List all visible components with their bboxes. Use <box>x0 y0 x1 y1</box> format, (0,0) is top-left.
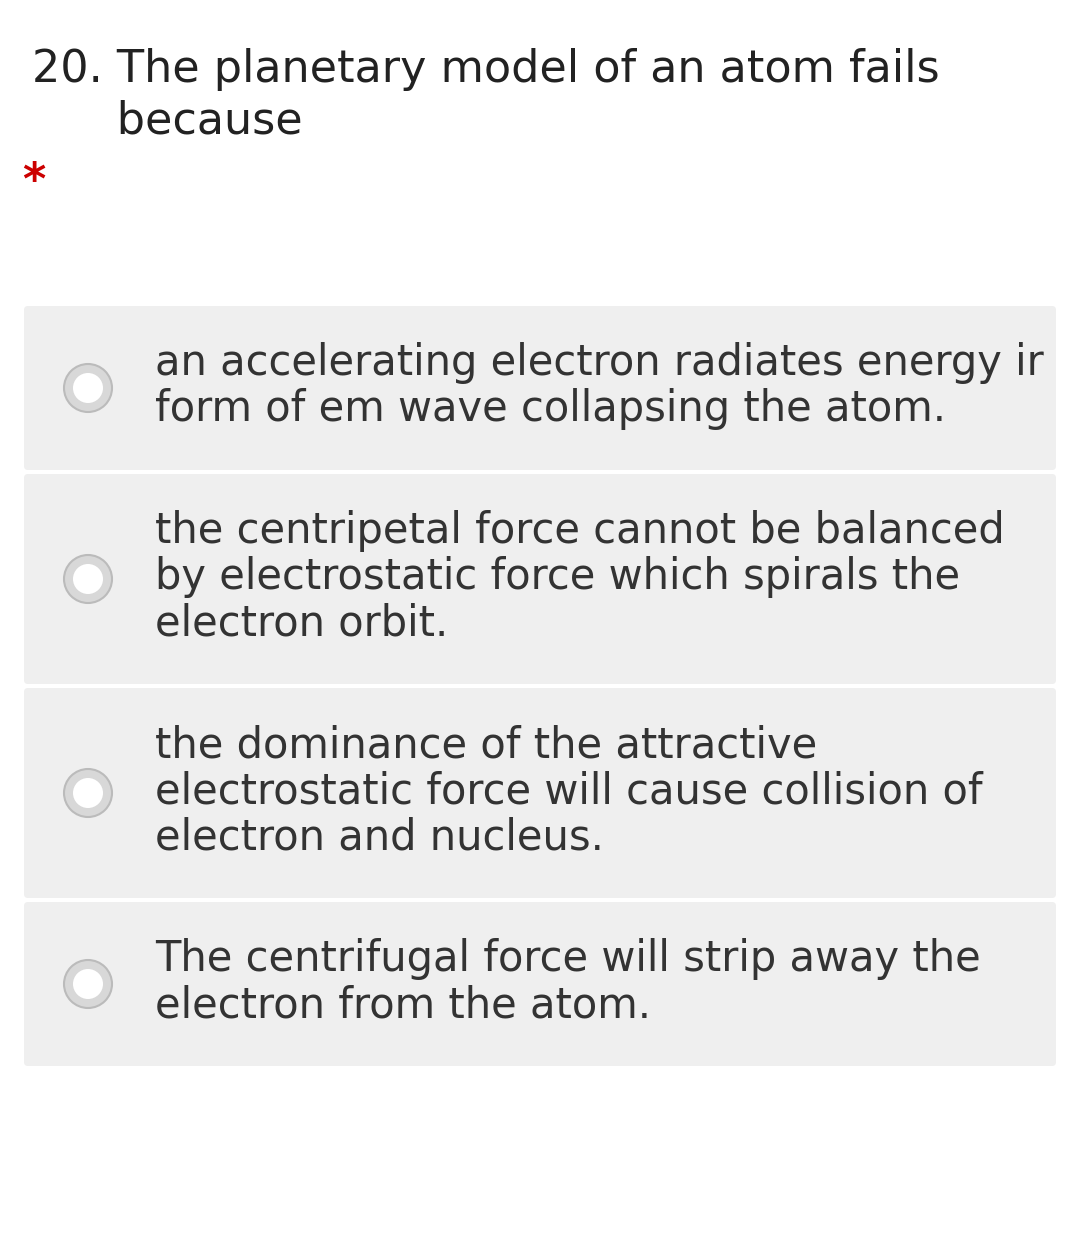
FancyBboxPatch shape <box>24 474 1056 684</box>
Circle shape <box>64 555 112 604</box>
Circle shape <box>64 364 112 412</box>
Circle shape <box>73 777 103 809</box>
FancyBboxPatch shape <box>24 688 1056 898</box>
Text: an accelerating electron radiates energy ir: an accelerating electron radiates energy… <box>156 342 1043 384</box>
Circle shape <box>73 373 103 402</box>
Text: electron orbit.: electron orbit. <box>156 602 448 645</box>
Text: electrostatic force will cause collision of: electrostatic force will cause collision… <box>156 770 983 812</box>
FancyBboxPatch shape <box>24 306 1056 469</box>
Text: electron from the atom.: electron from the atom. <box>156 984 651 1026</box>
Text: by electrostatic force which spirals the: by electrostatic force which spirals the <box>156 556 960 597</box>
Text: the centripetal force cannot be balanced: the centripetal force cannot be balanced <box>156 510 1004 551</box>
Circle shape <box>64 769 112 817</box>
Circle shape <box>64 960 112 1009</box>
Text: form of em wave collapsing the atom.: form of em wave collapsing the atom. <box>156 388 946 430</box>
Text: because: because <box>32 99 302 142</box>
Circle shape <box>73 969 103 999</box>
Text: the dominance of the attractive: the dominance of the attractive <box>156 724 818 766</box>
Text: electron and nucleus.: electron and nucleus. <box>156 816 604 858</box>
FancyBboxPatch shape <box>24 902 1056 1066</box>
Text: 20. The planetary model of an atom fails: 20. The planetary model of an atom fails <box>32 48 940 91</box>
Text: *: * <box>22 160 45 202</box>
Text: The centrifugal force will strip away the: The centrifugal force will strip away th… <box>156 938 981 980</box>
Circle shape <box>73 564 103 594</box>
